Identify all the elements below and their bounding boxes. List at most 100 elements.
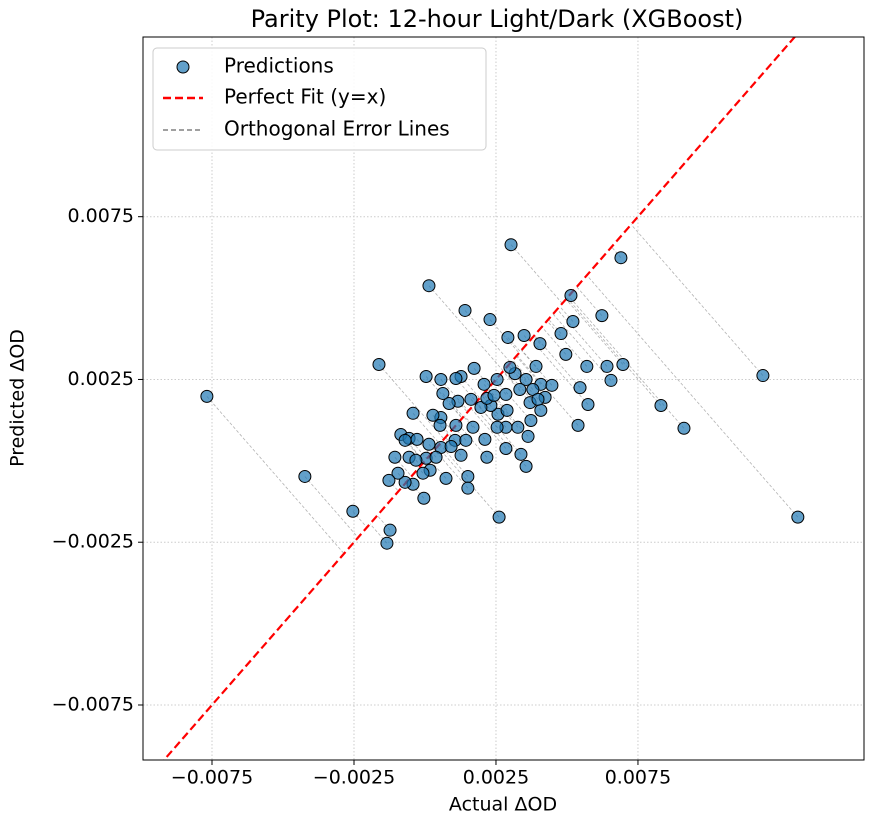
point [398,433,412,447]
legend-label: Predictions [224,54,334,78]
y-tick-label: 0.0075 [68,205,134,227]
point [517,329,531,343]
error-line [378,364,445,440]
point [519,372,533,386]
point [534,403,548,417]
error-line [304,476,359,538]
point [444,440,458,454]
point [616,357,630,371]
point [380,536,394,550]
error-line [448,403,463,419]
ticks: −0.0075 −0.0025 0.0025 0.0075 −0.0075 −0.0025… [52,205,672,788]
y-tick-label: −0.0025 [52,531,134,553]
point [490,372,504,386]
point [492,510,506,524]
perfect-fit-line [162,37,797,760]
point [474,400,488,414]
error-line [510,244,563,304]
error-line [369,523,388,544]
error-line [566,297,662,406]
error-line [412,413,441,445]
point [464,392,478,406]
point [580,359,594,373]
chart-title: Parity Plot: 12-hour Light/Dark (XGBoost… [251,5,744,33]
point [564,288,578,302]
point [483,313,497,327]
point [504,238,518,252]
error-line [464,310,511,363]
point [600,359,614,373]
point [466,420,480,434]
point [677,421,691,435]
error-line [472,405,527,467]
point [346,504,360,518]
point [581,398,595,412]
error-line [586,275,799,518]
point [529,359,543,373]
point [391,466,405,480]
point [604,373,618,387]
error-line [206,396,345,554]
point [298,469,312,483]
point [461,481,475,495]
point [791,510,805,524]
point [478,432,492,446]
point [426,408,440,422]
point [756,369,770,383]
error-line [559,306,574,322]
x-tick-label: 0.0025 [463,767,529,789]
point [503,360,517,374]
point [554,327,568,341]
error-line [516,355,579,426]
point [459,433,473,447]
point [417,491,431,505]
point [449,418,463,432]
error-line [470,408,507,449]
point [500,403,514,417]
point [654,398,668,412]
error-line [428,285,504,372]
point [595,309,609,323]
point [410,432,424,446]
point [533,337,547,351]
legend-label: Orthogonal Error Lines [224,117,450,141]
point [499,387,513,401]
point [559,347,573,361]
point [501,330,515,344]
x-tick-label: −0.0075 [171,767,253,789]
point [429,450,443,464]
point [433,418,447,432]
point [442,397,456,411]
point [571,418,585,432]
legend-marker [176,60,190,74]
point [513,383,527,397]
points [200,238,805,550]
point [398,475,412,489]
point [454,448,468,462]
point [566,315,580,329]
y-axis-label: Predicted ΔOD [7,329,29,467]
y-tick-label: −0.0075 [52,693,134,715]
point [480,450,494,464]
point [409,453,423,467]
x-tick-label: 0.0075 [605,767,671,789]
point [388,450,402,464]
error-line [548,318,562,334]
point [406,406,420,420]
point [531,392,545,406]
point [439,471,453,485]
error-line [352,511,368,528]
error-line [507,337,521,352]
point [372,357,386,371]
legend-box [152,47,487,151]
error-line [630,224,764,376]
point [422,279,436,293]
error-line [521,349,537,367]
point [382,473,396,487]
error-line [495,379,532,421]
error-line [473,368,491,387]
x-axis-label: Actual ΔOD [449,794,557,816]
x-tick-label: −0.0025 [313,767,395,789]
error-line [565,298,624,365]
